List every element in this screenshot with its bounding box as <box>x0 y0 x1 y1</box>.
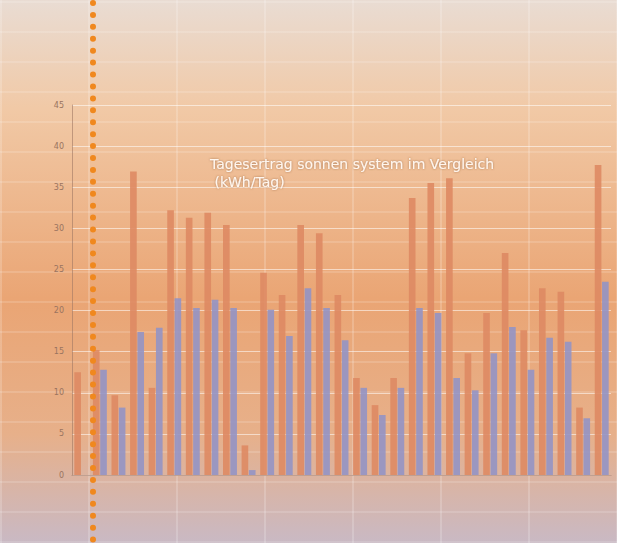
svg-text:10: 10 <box>54 388 64 397</box>
svg-text:40: 40 <box>54 142 64 151</box>
svg-text:15: 15 <box>54 347 64 356</box>
svg-text:(kWh/Tag): (kWh/Tag) <box>210 174 285 190</box>
svg-text:5: 5 <box>59 429 64 438</box>
svg-text:30: 30 <box>54 224 64 233</box>
svg-text:35: 35 <box>54 183 64 192</box>
svg-text:25: 25 <box>54 265 64 274</box>
svg-text:0: 0 <box>59 471 64 480</box>
svg-text:45: 45 <box>54 101 64 110</box>
svg-text:Tagesertrag sonnen system im V: Tagesertrag sonnen system im Vergleich <box>209 156 494 172</box>
svg-text:20: 20 <box>54 306 64 315</box>
